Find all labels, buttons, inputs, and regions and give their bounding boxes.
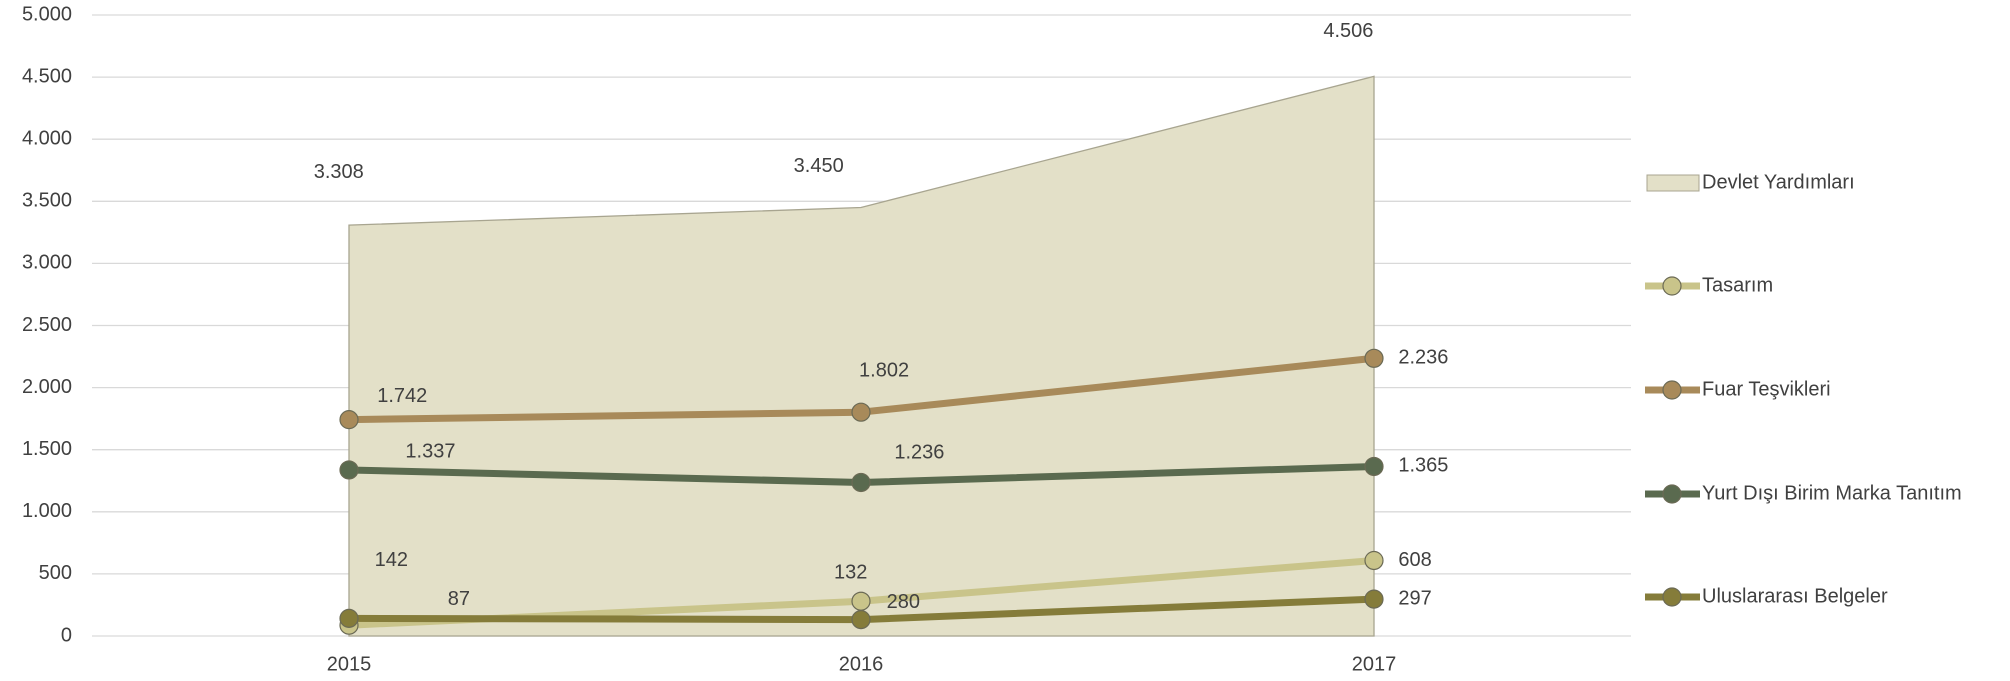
data-label: 1.742 <box>377 385 427 407</box>
area <box>348 75 1375 637</box>
y-tick-label: 2.000 <box>22 376 72 398</box>
data-label: 132 <box>834 562 867 584</box>
data-label: 1.337 <box>405 440 455 462</box>
y-tick-label: 0 <box>61 624 72 646</box>
y-tick-label: 2.500 <box>22 314 72 336</box>
legend-label: Yurt Dışı Birim Marka Tanıtım <box>1702 482 1962 504</box>
legend-swatch <box>1662 380 1682 400</box>
data-label: 87 <box>448 588 470 610</box>
data-label: 1.802 <box>859 359 909 381</box>
x-tick-label: 2017 <box>1352 653 1397 675</box>
marker <box>1364 550 1384 571</box>
data-label: 142 <box>375 549 408 571</box>
marker <box>851 472 871 493</box>
marker <box>339 410 359 430</box>
data-label: 2.236 <box>1398 347 1448 369</box>
y-tick-label: 5.000 <box>22 3 72 25</box>
x-tick-label: 2015 <box>327 653 372 675</box>
legend-label: Fuar Teşvikleri <box>1702 378 1831 400</box>
marker <box>1364 456 1384 477</box>
legend-swatch <box>1662 587 1682 607</box>
data-label: 4.506 <box>1323 20 1373 42</box>
y-tick-label: 3.000 <box>22 252 72 274</box>
marker <box>1364 589 1384 609</box>
legend-label: Uluslararası Belgeler <box>1702 585 1888 607</box>
marker <box>851 402 871 422</box>
data-label: 280 <box>887 591 920 613</box>
data-label: 1.236 <box>894 441 944 463</box>
x-tick-label: 2016 <box>839 653 884 675</box>
marker <box>851 591 871 611</box>
y-tick-label: 1.000 <box>22 500 72 522</box>
y-tick-label: 4.000 <box>22 127 72 149</box>
y-tick-label: 500 <box>39 562 72 584</box>
y-tick-label: 4.500 <box>22 65 72 87</box>
legend-swatch <box>1662 484 1682 504</box>
marker <box>1364 348 1384 368</box>
marker <box>851 610 871 630</box>
marker <box>339 608 359 628</box>
legend-swatch <box>1646 174 1700 192</box>
data-label: 1.365 <box>1398 455 1448 477</box>
legend-label: Tasarım <box>1702 274 1773 296</box>
marker <box>339 460 359 480</box>
y-tick-label: 1.500 <box>22 438 72 460</box>
legend-swatch <box>1662 276 1682 296</box>
data-label: 608 <box>1398 549 1431 571</box>
data-label: 3.450 <box>794 155 844 177</box>
legend-label: Devlet Yardımları <box>1702 171 1855 193</box>
data-label: 3.308 <box>314 161 364 183</box>
y-tick-label: 3.500 <box>22 190 72 212</box>
data-label: 297 <box>1398 587 1431 609</box>
